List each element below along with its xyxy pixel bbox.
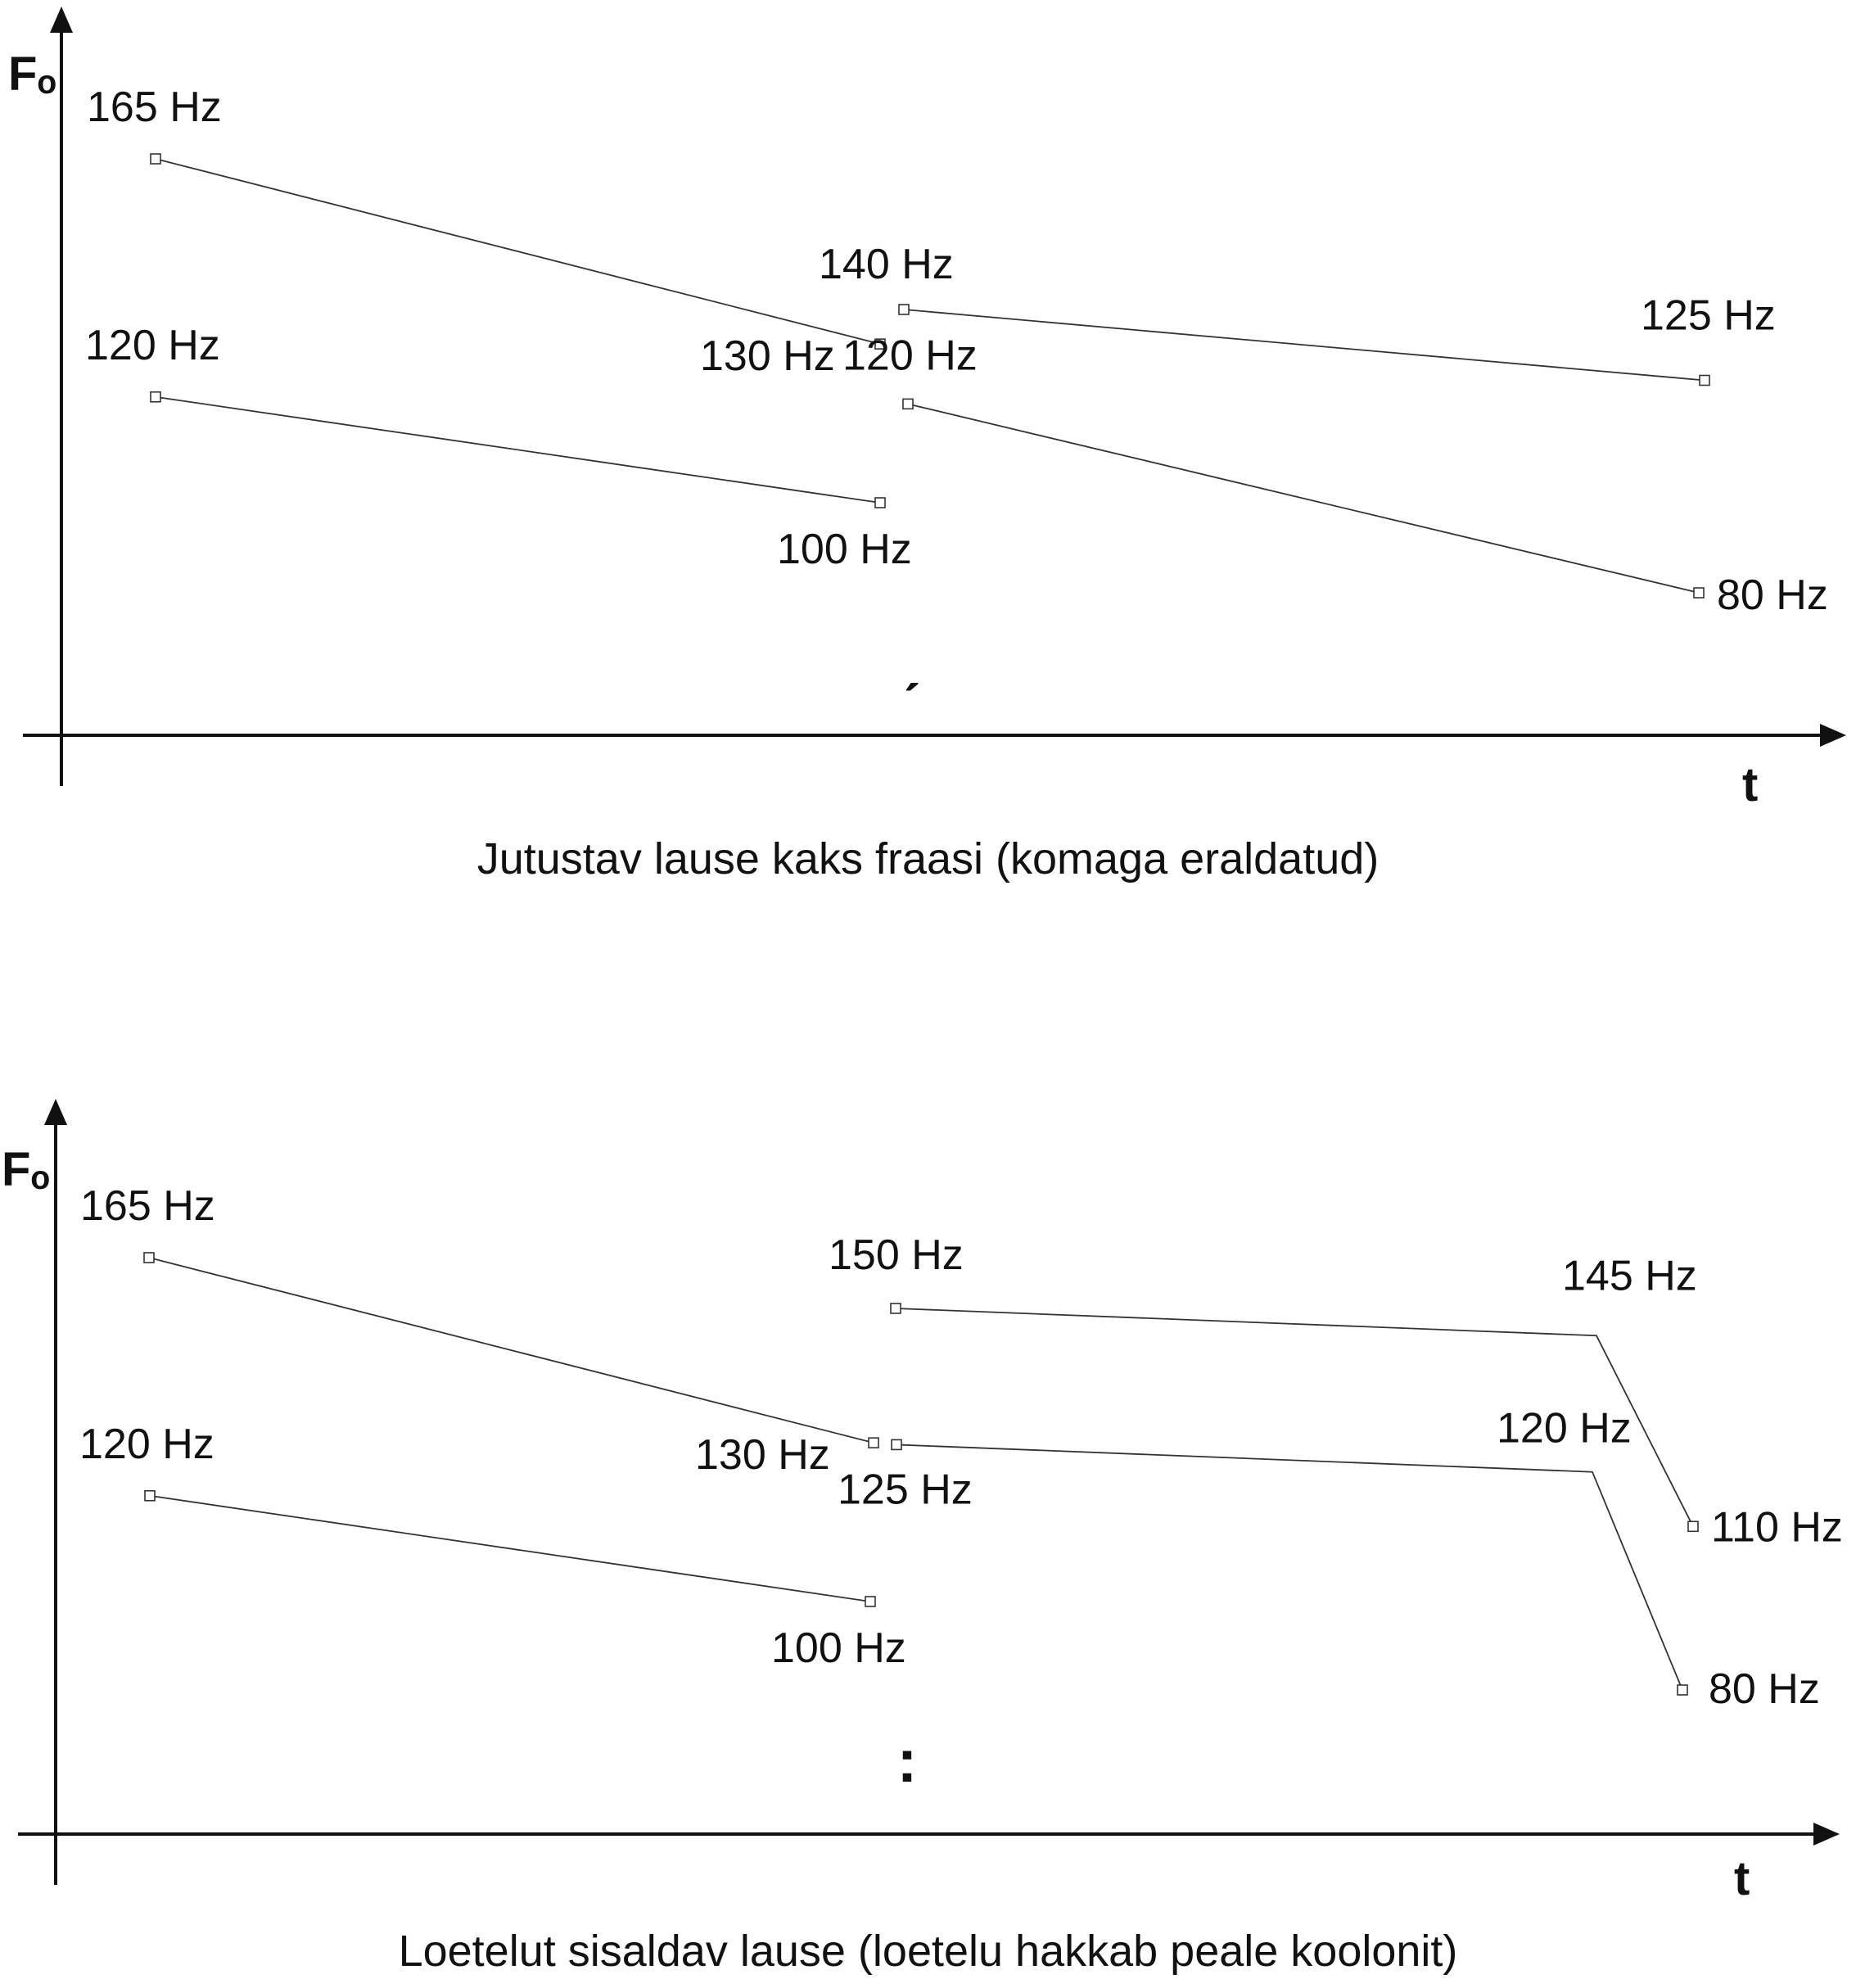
series-line-bottom-0 <box>148 1257 874 1444</box>
data-point-bottom-3-2 <box>1677 1684 1688 1696</box>
data-label-top-2-0: 140 Hz <box>819 241 954 288</box>
data-point-top-3-1 <box>1693 587 1705 599</box>
data-point-bottom-1-0 <box>144 1489 156 1502</box>
data-label-bottom-2-1: 145 Hz <box>1562 1252 1697 1299</box>
data-point-bottom-0-1 <box>868 1437 879 1448</box>
data-label-bottom-3-2: 80 Hz <box>1709 1665 1820 1713</box>
chart-title-top: Jutustav lause kaks fraasi (komaga erald… <box>476 834 1380 883</box>
chart-title-bottom: Loetelut sisaldav lause (loetelu hakkab … <box>398 1927 1458 1976</box>
data-label-bottom-1-0: 120 Hz <box>79 1421 215 1468</box>
data-label-top-1-1: 100 Hz <box>777 526 912 573</box>
chart-panel-top: Fₒ t ˏ 165 Hz 130 Hz 120 Hz 100 Hz 140 Hz 125 Hz… <box>8 7 1846 883</box>
data-point-top-0-0 <box>150 153 161 165</box>
data-label-bottom-2-2: 110 Hz <box>1711 1503 1843 1551</box>
series-line-bottom-1 <box>149 1494 871 1602</box>
data-label-bottom-1-1: 100 Hz <box>771 1624 906 1672</box>
phrase-boundary-mark-bottom: : <box>897 1727 918 1795</box>
series-line-top-3 <box>907 403 1700 594</box>
data-point-bottom-0-0 <box>143 1252 155 1263</box>
data-label-bottom-2-0: 150 Hz <box>829 1231 964 1279</box>
data-label-top-3-0: 120 Hz <box>842 332 978 379</box>
data-point-top-3-0 <box>902 398 914 410</box>
series-line-top-0 <box>155 158 881 346</box>
series-line-bottom-2 <box>895 1308 1694 1527</box>
y-axis-arrowhead-top <box>50 7 73 33</box>
data-label-bottom-0-1: 130 Hz <box>695 1431 830 1479</box>
series-line-top-2 <box>903 309 1705 382</box>
series-line-bottom-3 <box>896 1444 1683 1691</box>
y-axis-arrowhead-bottom <box>44 1099 67 1125</box>
data-point-bottom-3-0 <box>891 1439 902 1451</box>
y-axis-label-top: Fₒ <box>8 47 56 101</box>
data-label-top-3-1: 80 Hz <box>1717 572 1828 619</box>
data-label-top-2-1: 125 Hz <box>1641 292 1776 340</box>
data-point-top-1-1 <box>874 497 886 508</box>
data-point-top-2-0 <box>898 304 910 315</box>
chart-panel-bottom: Fₒ t: 165 Hz 130 Hz 120 Hz 100 Hz 150 Hz 145 Hz… <box>0 994 1856 1988</box>
x-axis-label-top: t <box>1742 758 1758 811</box>
data-point-top-2-1 <box>1699 374 1710 386</box>
data-point-top-1-0 <box>150 391 161 403</box>
data-point-bottom-2-0 <box>890 1303 901 1314</box>
data-label-bottom-3-1: 120 Hz <box>1497 1405 1632 1453</box>
data-point-bottom-2-2 <box>1687 1520 1699 1533</box>
phrase-boundary-mark-top: ˏ <box>901 628 919 692</box>
series-line-top-1 <box>155 395 881 504</box>
chart-bottom: Fₒ t: 165 Hz 130 Hz 120 Hz 100 Hz 150 Hz 145 Hz… <box>2 1099 1843 1905</box>
y-axis-label-bottom: Fₒ <box>2 1143 50 1196</box>
data-label-top-0-1: 130 Hz <box>700 332 835 380</box>
x-axis-label-bottom: t <box>1734 1852 1750 1905</box>
data-point-top-0-1 <box>874 338 886 350</box>
x-axis-arrowhead-top <box>1820 724 1846 747</box>
data-label-top-1-0: 120 Hz <box>85 322 220 369</box>
data-label-bottom-3-0: 125 Hz <box>838 1466 973 1513</box>
data-label-top-0-0: 165 Hz <box>87 84 222 131</box>
data-point-bottom-1-1 <box>865 1596 876 1607</box>
data-label-bottom-0-0: 165 Hz <box>80 1182 215 1230</box>
x-axis-arrowhead-bottom <box>1813 1823 1840 1846</box>
